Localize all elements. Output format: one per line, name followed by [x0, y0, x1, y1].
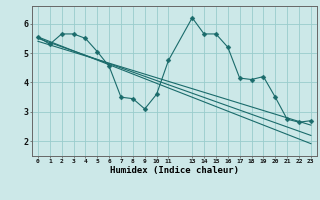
- X-axis label: Humidex (Indice chaleur): Humidex (Indice chaleur): [110, 166, 239, 175]
